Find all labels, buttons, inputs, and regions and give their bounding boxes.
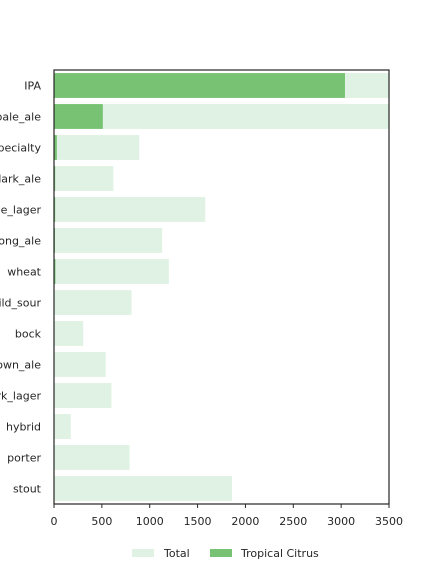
y-tick-label-stout: stout <box>13 483 42 496</box>
y-tick-label-brown-ale: brown_ale <box>0 359 41 372</box>
y-tick-label-strong-ale: strong_ale <box>0 235 41 248</box>
bar-total-pale-lager <box>54 197 206 222</box>
legend: Total Tropical Citrus <box>132 547 319 560</box>
bar-total-porter <box>54 445 130 470</box>
y-tick-label-ipa: IPA <box>24 80 41 93</box>
y-tick-label-specialty: specialty <box>0 142 41 155</box>
legend-label-total: Total <box>163 547 190 560</box>
bar-total-hybrid <box>54 414 71 439</box>
x-axis: 0 500 1000 1500 2000 2500 3000 3500 <box>51 504 403 528</box>
y-tick-label-wild-sour: wild_sour <box>0 297 41 310</box>
bar-tropical-citrus-wheat <box>54 259 56 284</box>
bar-tropical-citrus-pale-ale <box>54 104 103 129</box>
bar-total-wheat <box>54 259 169 284</box>
bar-total-stout <box>54 476 233 501</box>
bar-total-pale-ale <box>54 104 389 129</box>
x-tick-label: 1500 <box>184 515 212 528</box>
y-tick-label-dark-ale: dark_ale <box>0 173 41 186</box>
y-tick-label-dark-lager: dark_lager <box>0 390 41 403</box>
x-tick-label: 2500 <box>279 515 307 528</box>
x-tick-label: 2000 <box>231 515 259 528</box>
legend-label-tropical-citrus: Tropical Citrus <box>240 547 319 560</box>
y-axis: IPA pale_ale specialty dark_ale pale_lagerst… <box>0 80 42 496</box>
x-tick-label: 3500 <box>375 515 403 528</box>
bar-total-strong-ale <box>54 228 163 253</box>
y-tick-label-porter: porter <box>7 452 41 465</box>
y-tick-label-hybrid: hybrid <box>6 421 41 434</box>
x-tick-label: 500 <box>91 515 112 528</box>
legend-swatch-tropical-citrus <box>210 549 232 557</box>
total-bars <box>54 73 389 501</box>
x-tick-label: 3000 <box>327 515 355 528</box>
bar-total-bock <box>54 321 84 346</box>
bar-tropical-citrus-ipa <box>54 73 345 98</box>
bar-total-dark-ale <box>54 166 114 191</box>
y-tick-label-bock: bock <box>15 328 42 341</box>
y-tick-label-pale-ale: pale_ale <box>0 111 41 124</box>
bar-tropical-citrus-specialty <box>54 135 57 160</box>
plot-frame <box>53 69 390 505</box>
y-tick-label-wheat: wheat <box>7 266 41 279</box>
x-tick-label: 1000 <box>136 515 164 528</box>
x-tick-label: 0 <box>51 515 58 528</box>
bar-total-specialty <box>54 135 140 160</box>
bar-total-dark-lager <box>54 383 112 408</box>
bar-total-brown-ale <box>54 352 106 377</box>
legend-swatch-total <box>132 549 154 557</box>
bar-total-wild-sour <box>54 290 132 315</box>
y-tick-label-pale-lager: pale_lager <box>0 204 41 217</box>
